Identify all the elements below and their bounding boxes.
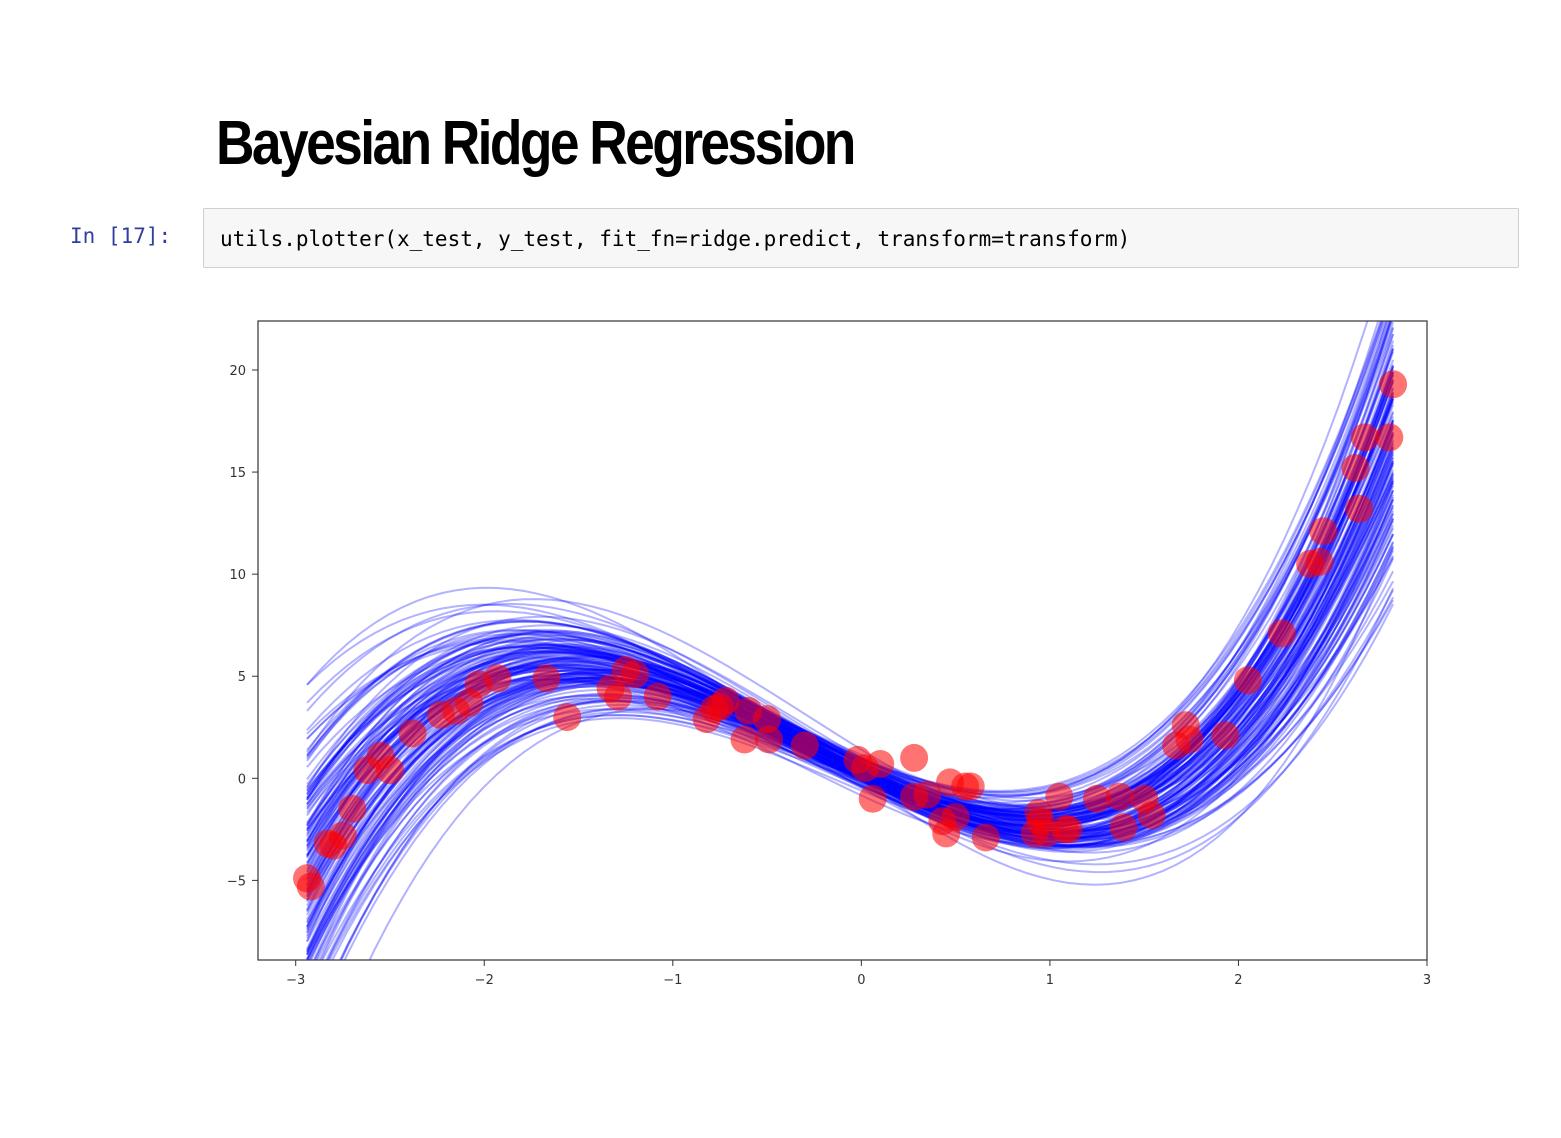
posterior-curve xyxy=(339,340,1395,960)
section-heading: Bayesian Ridge Regression xyxy=(216,109,856,178)
y-tick-label: −5 xyxy=(227,874,246,889)
data-point xyxy=(1379,370,1408,399)
data-point xyxy=(858,784,887,813)
y-axis: −5 0 5 10 15 20 xyxy=(227,364,258,889)
cell-prompt: In [17]: xyxy=(70,224,172,248)
posterior-curve xyxy=(306,439,1395,857)
data-point xyxy=(532,664,561,693)
y-tick-label: 20 xyxy=(229,364,246,379)
posterior-curve xyxy=(368,499,1395,960)
posterior-curve xyxy=(321,321,1393,960)
posterior-curve xyxy=(340,462,1395,960)
data-point xyxy=(753,705,782,734)
posterior-curve xyxy=(326,321,1387,960)
data-point xyxy=(604,682,633,711)
data-point xyxy=(328,821,357,850)
posterior-curve xyxy=(306,510,1395,832)
posterior-curve xyxy=(306,485,1395,931)
data-point xyxy=(1350,423,1379,452)
code-cell[interactable]: utils.plotter(x_test, y_test, fit_fn=rid… xyxy=(203,208,1519,268)
data-point xyxy=(376,756,404,785)
posterior-curve xyxy=(306,499,1395,840)
data-point xyxy=(643,682,672,711)
data-point xyxy=(1045,782,1074,811)
x-tick-label: 2 xyxy=(1234,973,1242,988)
data-point xyxy=(1083,784,1111,813)
data-point xyxy=(971,823,1000,852)
posterior-curve xyxy=(306,412,1395,956)
data-point xyxy=(1375,423,1404,452)
posterior-curves xyxy=(306,321,1395,960)
posterior-curve xyxy=(306,432,1395,960)
data-point xyxy=(1305,547,1334,576)
data-point xyxy=(956,772,985,801)
posterior-curve xyxy=(306,469,1395,844)
x-tick-label: −3 xyxy=(286,973,305,988)
code-input[interactable]: utils.plotter(x_test, y_test, fit_fn=rid… xyxy=(220,227,1131,251)
posterior-curve xyxy=(306,464,1395,960)
posterior-curve xyxy=(306,321,1384,912)
data-point xyxy=(1345,494,1374,523)
posterior-curve xyxy=(308,371,1395,960)
x-tick-label: 3 xyxy=(1423,973,1431,988)
posterior-curve xyxy=(306,321,1393,891)
data-point xyxy=(1233,666,1262,695)
data-point xyxy=(790,731,819,760)
data-point xyxy=(1137,801,1166,830)
data-point xyxy=(941,803,970,832)
posterior-curve xyxy=(306,381,1395,825)
data-point xyxy=(1054,815,1083,844)
posterior-curve xyxy=(331,333,1395,960)
posterior-curve xyxy=(306,433,1395,933)
plot-frame xyxy=(257,320,1428,961)
data-point xyxy=(1267,619,1296,648)
x-tick-label: −2 xyxy=(475,973,494,988)
data-point xyxy=(1341,454,1370,482)
x-axis: −3 −2 −1 0 1 2 3 xyxy=(286,960,1431,988)
data-point xyxy=(1105,782,1134,811)
posterior-curve xyxy=(328,456,1395,960)
data-point xyxy=(483,664,512,693)
posterior-curve xyxy=(306,398,1395,955)
posterior-curve xyxy=(306,482,1395,848)
data-point xyxy=(621,660,650,689)
posterior-curve xyxy=(306,321,1393,891)
data-point xyxy=(913,780,942,809)
x-tick-label: −1 xyxy=(663,973,682,988)
data-point xyxy=(1109,813,1138,842)
data-point xyxy=(338,794,367,823)
data-point xyxy=(1211,721,1240,750)
data-point xyxy=(398,719,427,748)
data-point xyxy=(730,725,759,754)
posterior-curve xyxy=(306,518,1395,848)
posterior-curve xyxy=(306,490,1395,851)
y-tick-label: 10 xyxy=(229,568,246,583)
data-point xyxy=(866,750,895,778)
data-point xyxy=(755,725,783,754)
posterior-curve xyxy=(306,603,1394,903)
posterior-curve xyxy=(306,374,1395,867)
data-point xyxy=(711,686,740,715)
posterior-curve xyxy=(306,387,1395,955)
data-point xyxy=(553,703,582,732)
data-point xyxy=(900,743,929,772)
x-tick-label: 1 xyxy=(1046,973,1054,988)
y-tick-label: 15 xyxy=(229,466,246,481)
posterior-curve xyxy=(306,599,1394,848)
posterior-curve xyxy=(306,371,1395,895)
data-point xyxy=(296,872,325,901)
y-tick-label: 5 xyxy=(238,670,246,685)
posterior-curve xyxy=(306,375,1395,898)
data-points xyxy=(293,370,1408,901)
posterior-curve xyxy=(306,435,1395,835)
posterior-curve xyxy=(306,441,1395,850)
data-point xyxy=(1309,517,1338,546)
posterior-curve xyxy=(306,321,1389,930)
data-point xyxy=(1175,725,1204,754)
x-tick-label: 0 xyxy=(857,973,865,988)
posterior-curve xyxy=(306,547,1395,911)
y-tick-label: 0 xyxy=(238,772,246,787)
